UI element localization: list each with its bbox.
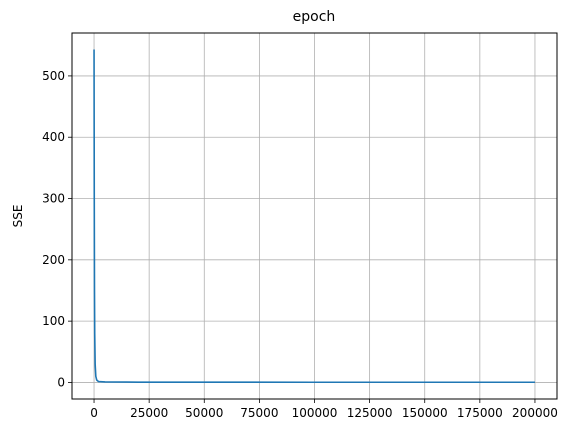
x-tick-label-1: 25000 <box>130 406 168 420</box>
y-tick-label-3: 300 <box>42 192 65 206</box>
x-tick-label-0: 0 <box>90 406 98 420</box>
y-tick-label-0: 0 <box>57 375 65 389</box>
chart-title: epoch <box>293 9 336 25</box>
x-axis-ticks: 0 25000 50000 75000 100000 125000 150000 175000… <box>90 399 558 420</box>
x-tick-label-2: 50000 <box>185 406 223 420</box>
y-tick-label-5: 500 <box>42 69 65 83</box>
x-tick-label-7: 175000 <box>457 406 503 420</box>
y-axis-ticks: 0 100 200 300 400 500 <box>42 69 72 389</box>
grid-lines <box>72 33 557 399</box>
x-tick-label-6: 150000 <box>402 406 448 420</box>
series-layer <box>93 49 535 384</box>
x-tick-label-4: 100000 <box>292 406 338 420</box>
y-tick-label-2: 200 <box>42 253 65 267</box>
y-tick-label-1: 100 <box>42 314 65 328</box>
x-tick-label-5: 125000 <box>347 406 393 420</box>
x-tick-label-3: 75000 <box>240 406 278 420</box>
y-tick-label-4: 400 <box>42 130 65 144</box>
y-axis-label: SSE <box>11 205 25 228</box>
x-tick-label-8: 200000 <box>512 406 558 420</box>
series-line-0 <box>93 49 535 384</box>
